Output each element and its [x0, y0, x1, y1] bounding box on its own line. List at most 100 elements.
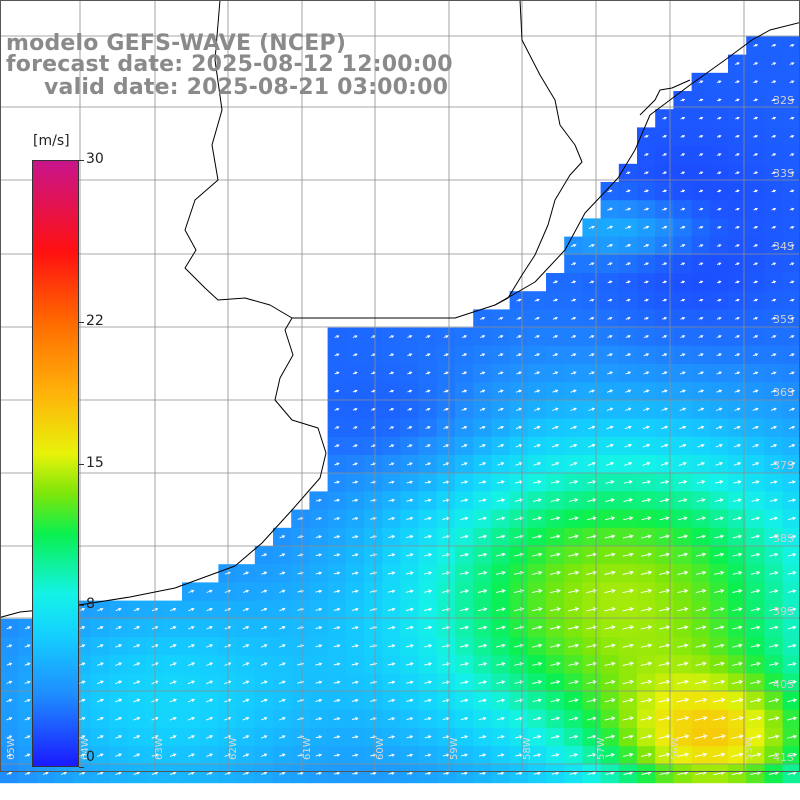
- wind-arrow: [206, 607, 213, 612]
- wind-arrow: [424, 662, 433, 666]
- wind-arrow: [261, 607, 268, 612]
- wind-arrow: [753, 298, 759, 302]
- wind-arrow: [604, 588, 616, 594]
- wind-arrow: [714, 589, 725, 594]
- wind-arrow: [534, 371, 541, 375]
- wind-arrow: [351, 553, 359, 557]
- wind-arrow: [716, 116, 722, 120]
- wind-arrow: [625, 225, 632, 229]
- wind-arrow: [551, 753, 560, 757]
- wind-arrow: [698, 353, 704, 357]
- colorbar-tick: [79, 160, 84, 161]
- wind-arrow: [641, 534, 652, 539]
- wind-arrow: [697, 443, 705, 448]
- wind-arrow: [732, 607, 743, 612]
- wind-arrow: [571, 316, 577, 320]
- wind-arrow: [607, 316, 613, 320]
- wind-arrow: [133, 716, 141, 721]
- wind-arrow: [789, 116, 795, 120]
- wind-arrow: [735, 226, 740, 229]
- wind-arrow: [770, 480, 778, 484]
- wind-arrow: [771, 298, 777, 302]
- wind-arrow: [752, 371, 759, 375]
- wind-arrow: [188, 625, 195, 630]
- wind-arrow: [315, 717, 323, 721]
- longitude-label: 60W: [375, 737, 386, 760]
- wind-arrow: [315, 753, 323, 757]
- wind-arrow: [716, 298, 722, 302]
- wind-arrow: [678, 480, 688, 484]
- wind-arrow: [624, 443, 633, 448]
- wind-arrow: [6, 698, 13, 703]
- wind-arrow: [477, 607, 488, 612]
- wind-arrow: [625, 171, 631, 175]
- wind-arrow: [698, 80, 704, 84]
- wind-arrow: [334, 444, 340, 448]
- wind-arrow: [478, 662, 488, 666]
- wind-arrow: [460, 534, 469, 539]
- wind-arrow: [622, 752, 634, 757]
- wind-arrow: [242, 698, 250, 703]
- wind-arrow: [771, 280, 777, 284]
- wind-arrow: [643, 262, 649, 266]
- wind-arrow: [753, 80, 759, 84]
- wind-arrow: [753, 262, 759, 266]
- wind-arrow: [679, 389, 687, 393]
- wind-arrow: [787, 643, 797, 648]
- wind-arrow: [496, 680, 506, 685]
- wind-arrow: [497, 443, 505, 448]
- wind-arrow: [497, 389, 504, 393]
- wind-arrow: [732, 570, 743, 575]
- wind-arrow: [677, 625, 689, 630]
- wind-arrow: [315, 498, 322, 502]
- wind-arrow: [695, 643, 707, 648]
- wind-arrow: [407, 335, 413, 338]
- longitude-label: 65W: [6, 737, 17, 760]
- wind-arrow: [589, 262, 595, 266]
- wind-arrow: [206, 644, 214, 648]
- wind-arrow: [169, 716, 177, 721]
- wind-arrow: [789, 335, 795, 338]
- wind-arrow: [389, 389, 395, 393]
- wind-arrow: [604, 716, 616, 721]
- wind-arrow: [498, 371, 504, 375]
- wind-arrow: [677, 643, 689, 648]
- wind-arrow: [441, 589, 451, 594]
- wind-arrow: [442, 662, 451, 666]
- wind-arrow: [570, 425, 578, 430]
- wind-arrow: [479, 389, 486, 393]
- latitude-label: 33S: [773, 167, 794, 180]
- wind-arrow: [571, 280, 577, 284]
- wind-arrow: [789, 207, 795, 211]
- wind-arrow: [443, 353, 449, 357]
- latitude-label: 36S: [773, 386, 794, 399]
- wind-arrow: [589, 353, 595, 357]
- wind-arrow: [479, 753, 487, 757]
- wind-arrow: [516, 371, 523, 375]
- wind-arrow: [752, 462, 760, 466]
- wind-arrow: [640, 607, 653, 612]
- wind-arrow: [460, 698, 469, 703]
- wind-arrow: [570, 407, 577, 411]
- wind-arrow: [443, 407, 449, 411]
- wind-arrow: [479, 462, 487, 466]
- wind-arrow: [315, 662, 323, 666]
- wind-arrow: [424, 771, 432, 775]
- wind-arrow: [388, 771, 395, 775]
- wind-arrow: [24, 680, 31, 684]
- wind-arrow: [659, 570, 671, 575]
- wind-arrow: [478, 698, 487, 703]
- wind-arrow: [24, 735, 31, 739]
- wind-arrow: [677, 607, 689, 612]
- latitude-label: 38S: [773, 532, 794, 545]
- wind-arrow: [643, 207, 650, 211]
- wind-arrow: [625, 280, 631, 284]
- wind-arrow: [606, 225, 614, 229]
- wind-arrow: [315, 553, 323, 557]
- wind-arrow: [24, 753, 31, 757]
- wind-arrow: [478, 716, 487, 721]
- wind-arrow: [479, 371, 486, 375]
- wind-arrow: [352, 335, 358, 338]
- wind-arrow: [315, 607, 323, 612]
- wind-arrow: [750, 570, 761, 575]
